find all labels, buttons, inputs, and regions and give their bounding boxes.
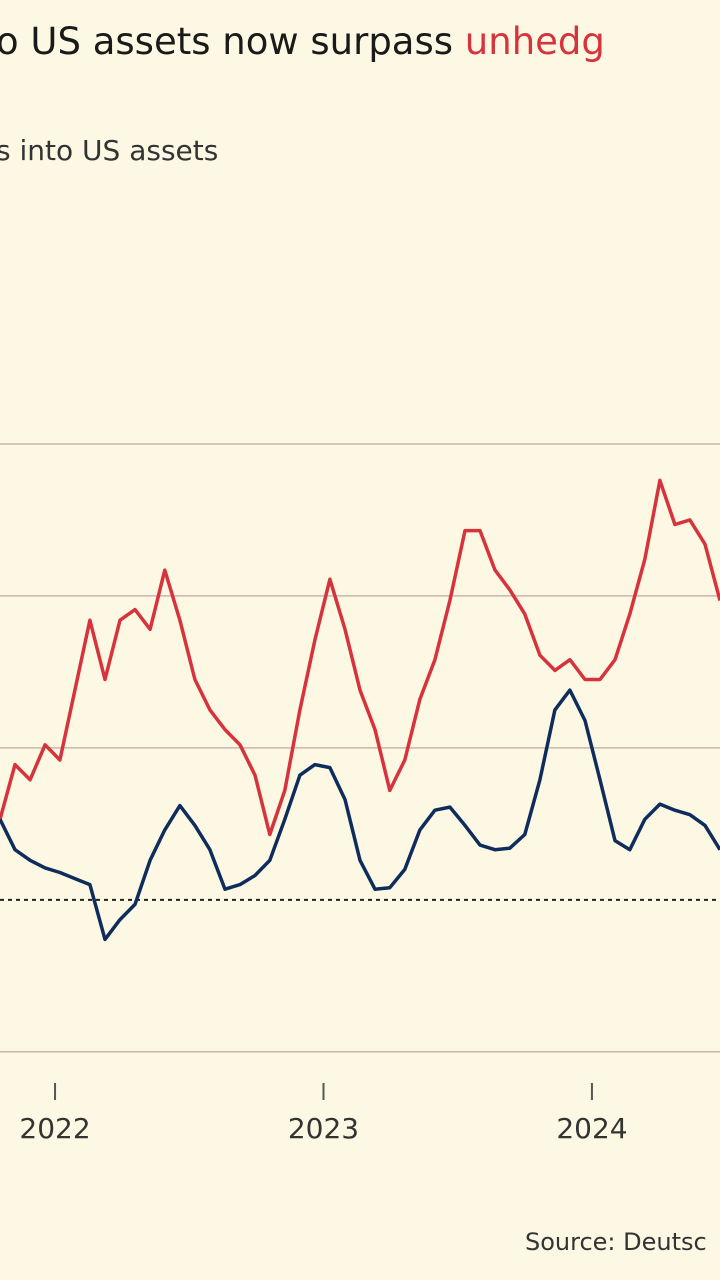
x-tick-label: 2023 <box>288 1112 359 1145</box>
x-tick-label: 2022 <box>19 1112 90 1145</box>
chart-title: o US assets now surpass unhedg <box>0 20 605 63</box>
chart-subtitle: s into US assets <box>0 134 218 167</box>
source: Source: Deutsc <box>525 1228 707 1256</box>
x-tick-label: 2024 <box>556 1112 627 1145</box>
series-line <box>0 688 720 942</box>
title-text: o US assets now surpass <box>0 20 465 63</box>
title-highlight: unhedg <box>465 20 605 63</box>
series-line <box>0 478 720 837</box>
